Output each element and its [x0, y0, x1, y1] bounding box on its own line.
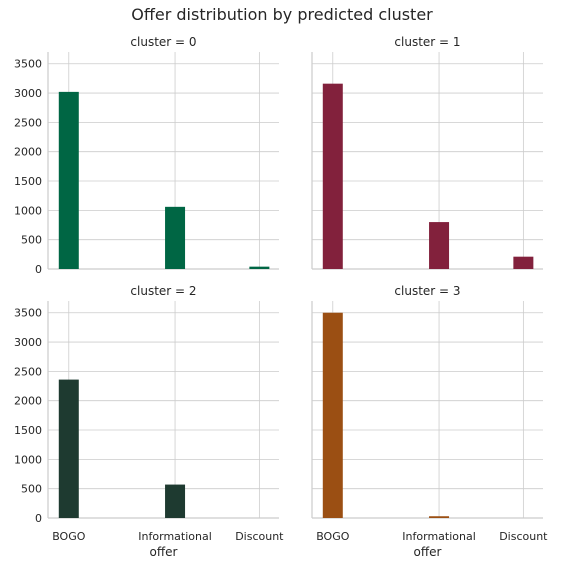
bar-bogo [322, 83, 343, 269]
y-tick-label: 1500 [14, 175, 42, 188]
bar-bogo [58, 379, 79, 518]
bar-informational [165, 206, 186, 269]
y-tick-label: 500 [21, 234, 42, 247]
panel-title: cluster = 2 [130, 284, 196, 298]
bar-informational [429, 222, 450, 269]
panel-title: cluster = 0 [130, 35, 196, 49]
bar-bogo [322, 312, 343, 518]
bar-informational [429, 516, 450, 518]
bar-bogo [58, 91, 79, 270]
y-tick-label: 3000 [14, 336, 42, 349]
x-tick-label: BOGO [52, 530, 86, 543]
x-tick-label: BOGO [316, 530, 350, 543]
bar-informational [165, 484, 186, 518]
panels: cluster = 00500100015002000250030003500c… [14, 35, 548, 559]
panel-title: cluster = 3 [394, 284, 460, 298]
x-axis-label: offer [150, 545, 178, 559]
y-tick-label: 1500 [14, 424, 42, 437]
y-tick-label: 0 [35, 512, 42, 525]
y-tick-label: 500 [21, 483, 42, 496]
panel-2: cluster = 2 0 500 1000 1500 2000 2500 3000 3500 B… [14, 284, 284, 559]
panel-1: cluster = 1 [311, 35, 543, 270]
y-tick-label: 1000 [14, 453, 42, 466]
chart-title: Offer distribution by predicted cluster [131, 5, 433, 24]
y-tick-label: 3500 [14, 58, 42, 71]
y-tick-label: 3500 [14, 307, 42, 320]
x-axis-label: offer [414, 545, 442, 559]
bar-discount [513, 256, 534, 269]
y-tick-label: 3000 [14, 87, 42, 100]
panel-title: cluster = 1 [394, 35, 460, 49]
y-tick-label: 2500 [14, 365, 42, 378]
y-tick-label: 0 [35, 263, 42, 276]
panel-3: cluster = 3 BOGO Informational Discount offe… [311, 284, 548, 559]
bar-discount [249, 266, 270, 269]
x-tick-label: Informational [402, 530, 475, 543]
y-tick-label: 2000 [14, 146, 42, 159]
x-tick-label: Discount [499, 530, 548, 543]
y-tick-label: 2000 [14, 395, 42, 408]
y-tick-label: 2500 [14, 116, 42, 129]
x-tick-label: Discount [235, 530, 284, 543]
y-tick-label: 1000 [14, 204, 42, 217]
x-tick-label: Informational [138, 530, 211, 543]
panel-0: cluster = 0 0 500 1000 1500 2000 2500 3000 3500 [14, 35, 279, 276]
